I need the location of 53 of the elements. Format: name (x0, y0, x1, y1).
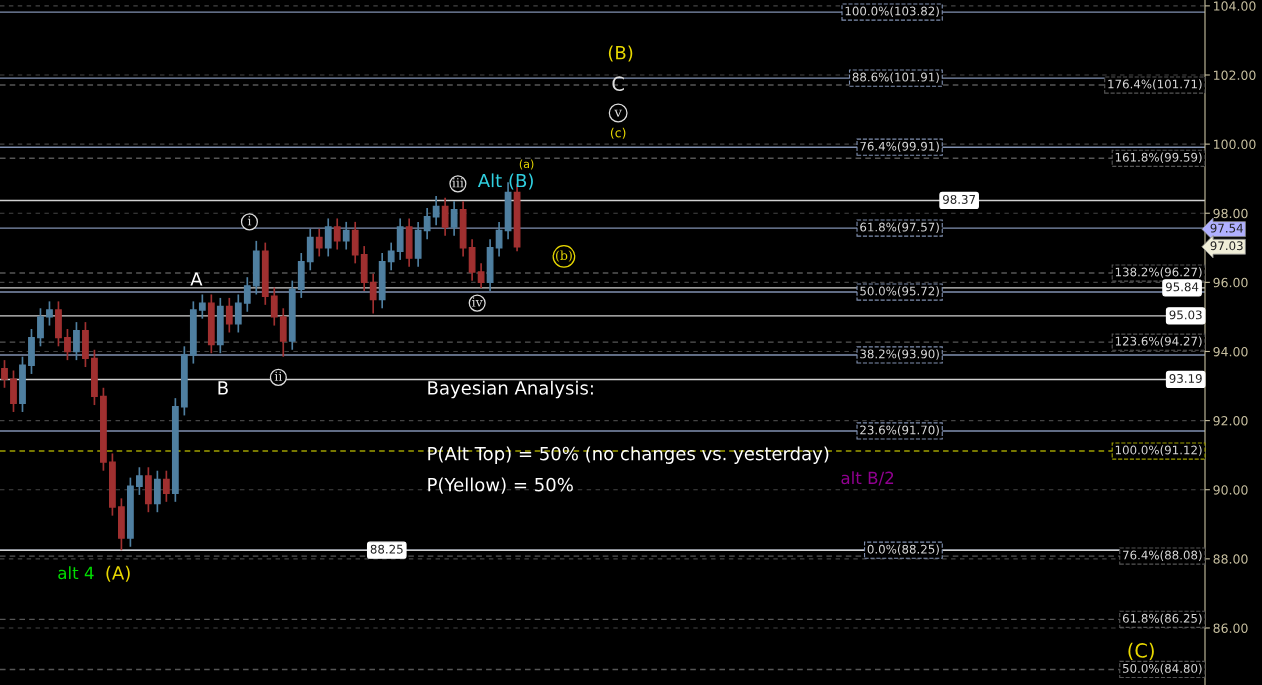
ref-line-label: 76.4%(99.91) (860, 141, 939, 153)
ref-line-label: 100.0%(103.82) (845, 6, 939, 17)
ref-line-label: 23.6%(91.70) (860, 425, 939, 436)
ref-line-label: 61.8%(97.57) (860, 222, 939, 233)
ref-line-label: 50.0%(95.72) (860, 286, 939, 297)
ref-line-label: 88.25 (370, 544, 403, 554)
y-tick-label: 96.00 (1213, 277, 1248, 288)
ref-line-label: 38.2%(93.90) (860, 349, 939, 360)
ref-line-label: 161.8%(99.59) (1115, 152, 1202, 164)
annotation: alt B/2 (841, 471, 894, 486)
y-tick-label: 90.00 (1213, 485, 1248, 495)
ref-line-label: 176.4%(101.71) (1108, 79, 1202, 90)
annotation: (c) (610, 127, 626, 139)
annotation: (B) (608, 45, 633, 62)
ref-line-label: 138.2%(96.27) (1115, 267, 1202, 278)
text: 97.03 (1210, 241, 1243, 251)
y-tick-label: 88.00 (1213, 554, 1248, 564)
ref-line-label: 0.0%(88.25) (867, 544, 939, 556)
y-tick-label: 102.00 (1214, 70, 1256, 80)
ref-line-label: 50.0%(84.80) (1122, 663, 1202, 675)
annotation: P(Yellow) = 50% (428, 477, 573, 494)
ref-line-label: 93.19 (1169, 373, 1202, 383)
annotation: Bayesian Analysis: (428, 380, 593, 399)
ref-line-label: 76.4%(88.08) (1123, 550, 1202, 561)
annotation: iv (472, 297, 483, 307)
ref-line-label: 98.37 (943, 194, 976, 204)
ref-line-label: 61.8%(86.25) (1122, 613, 1202, 625)
annotation: alt 4 (58, 566, 94, 580)
ref-line-label: 123.6%(94.27) (1115, 336, 1202, 347)
y-tick-label: 86.00 (1213, 623, 1248, 633)
annotation: (b) (556, 250, 572, 262)
ref-line-label: 88.6%(101.91) (852, 72, 939, 83)
ref-line-label: 100.0%(91.12) (1115, 445, 1202, 456)
y-tick-label: 104.00 (1214, 1, 1256, 11)
annotation: P(Alt Top) = 50% (no changes vs. yesterday) (428, 446, 829, 464)
annotation: C (612, 76, 624, 92)
annotation: (C) (1128, 642, 1154, 661)
y-tick-label: 92.00 (1213, 416, 1248, 426)
annotation: i (247, 216, 252, 226)
annotation: A (190, 272, 203, 286)
ref-line-label: 95.03 (1169, 310, 1202, 320)
annotation: iii (452, 178, 464, 188)
annotation: (a) (519, 159, 534, 170)
annotation: Alt (B) (477, 173, 533, 190)
annotation: B (218, 381, 228, 395)
y-tick-label: 98.00 (1213, 208, 1248, 219)
annotation: v (614, 109, 623, 117)
annotation: ii (274, 371, 283, 381)
ref-line-label: 95.84 (1165, 282, 1199, 292)
y-tick-label: 100.00 (1214, 139, 1256, 150)
annotation: (A) (106, 565, 130, 582)
y-tick-label: 94.00 (1213, 346, 1248, 357)
text: 97.54 (1210, 223, 1243, 233)
